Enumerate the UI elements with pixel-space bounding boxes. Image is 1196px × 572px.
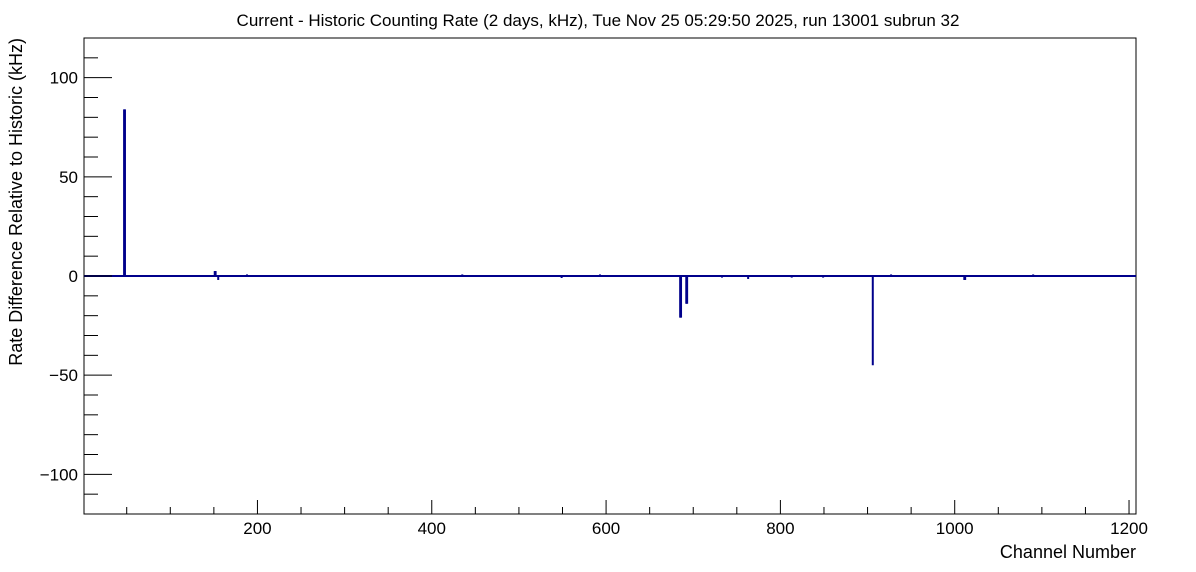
axes: 200 400 600 800 1000 1200 −100 −50 0 50 100 (40, 57, 1148, 538)
x-tick-label: 400 (418, 519, 446, 538)
chart-title: Current - Historic Counting Rate (2 days… (237, 11, 960, 30)
x-tick-label: 1200 (1110, 519, 1148, 538)
y-tick-label: −100 (40, 465, 78, 484)
y-axis-title: Rate Difference Relative to Historic (kH… (6, 38, 26, 366)
y-tick-label: 50 (59, 168, 78, 187)
y-tick-label: −50 (49, 366, 78, 385)
x-tick-label: 200 (243, 519, 271, 538)
x-axis-title: Channel Number (1000, 542, 1136, 562)
data-series (84, 109, 1136, 366)
x-tick-label: 1000 (936, 519, 974, 538)
x-tick-label: 600 (592, 519, 620, 538)
y-tick-label: 100 (50, 69, 78, 88)
y-tick-label: 0 (69, 267, 78, 286)
x-tick-label: 800 (766, 519, 794, 538)
